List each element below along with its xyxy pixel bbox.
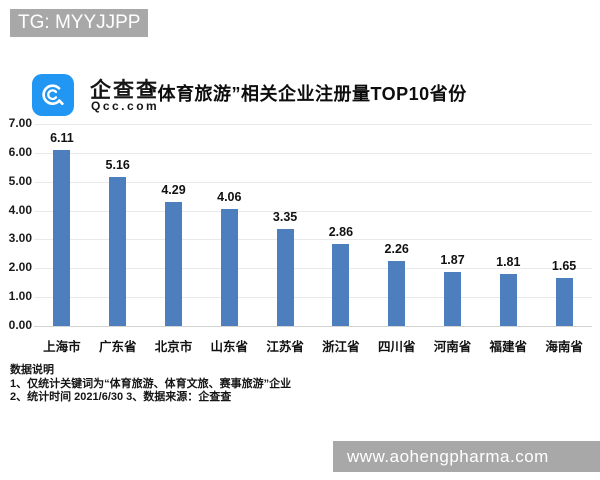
x-category-label: 浙江省 [322, 340, 360, 354]
bar-value-label: 1.65 [551, 259, 577, 274]
bar [165, 202, 182, 326]
chart-title: “体育旅游”相关企业注册量TOP10省份 [148, 84, 467, 104]
bar [220, 208, 238, 326]
x-category-label: 福建省 [489, 340, 528, 354]
qcc-logo-icon [32, 74, 74, 116]
y-tick-label: 0.00 [8, 318, 32, 332]
bar [499, 273, 517, 326]
gridline [34, 297, 592, 299]
bar-value-label: 1.81 [496, 254, 521, 269]
y-tick-label: 3.00 [8, 231, 32, 246]
qcc-spiral-glyph [42, 84, 64, 105]
logo-brand-domain: Qcc.com [91, 99, 160, 113]
x-category-label: 江苏省 [266, 340, 304, 354]
logo-brand-name: 企查查 [90, 79, 159, 102]
gridline [34, 268, 592, 270]
bar [444, 272, 461, 326]
gridline [34, 210, 592, 212]
x-category-label: 广东省 [98, 340, 137, 354]
bar [555, 278, 573, 326]
x-category-label: 山东省 [210, 340, 249, 354]
bar-value-label: 4.06 [217, 189, 242, 204]
y-tick-label: 2.00 [8, 260, 32, 275]
bar-value-label: 3.35 [272, 210, 298, 225]
bar [388, 260, 406, 326]
note-line-2: 2、统计时间 2021/6/30 3、数据来源：企查查 [10, 391, 232, 403]
y-tick-label: 5.00 [8, 173, 32, 188]
x-category-label: 河南省 [433, 340, 472, 354]
watermark-bottom-banner: www.aohengpharma.com [333, 441, 600, 472]
y-tick-label: 1.00 [8, 289, 32, 304]
bar [332, 243, 350, 326]
bar-value-label: 5.16 [105, 158, 130, 173]
watermark-top-banner: TG: MYYJJPP [10, 9, 148, 37]
y-tick-label: 6.00 [8, 144, 32, 159]
note-line-1: 1、仅统计关键词为“体育旅游、体育文旅、赛事旅游”企业 [10, 377, 292, 390]
x-category-label: 四川省 [377, 340, 416, 354]
bar-value-label: 4.29 [161, 183, 186, 198]
y-tick-label: 7.00 [8, 116, 32, 130]
notes-heading: 数据说明 [10, 364, 54, 376]
bar [53, 149, 71, 326]
bar-value-label: 2.26 [384, 241, 409, 256]
bar [276, 229, 294, 326]
x-category-label: 海南省 [545, 340, 583, 354]
x-axis-line [34, 326, 592, 327]
bar-value-label: 6.11 [50, 130, 74, 145]
gridline [34, 239, 592, 241]
gridline [34, 124, 592, 125]
x-category-label: 上海市 [43, 340, 81, 354]
y-tick-label: 4.00 [8, 202, 32, 217]
footnotes: 数据说明 1、仅统计关键词为“体育旅游、体育文旅、赛事旅游”企业 2、统计时间 … [10, 364, 291, 405]
gridline [34, 181, 592, 183]
bar-value-label: 2.86 [328, 224, 354, 239]
x-category-label: 北京市 [154, 340, 193, 354]
bar [109, 177, 127, 326]
gridline [34, 152, 592, 154]
bar-value-label: 1.87 [440, 253, 465, 267]
